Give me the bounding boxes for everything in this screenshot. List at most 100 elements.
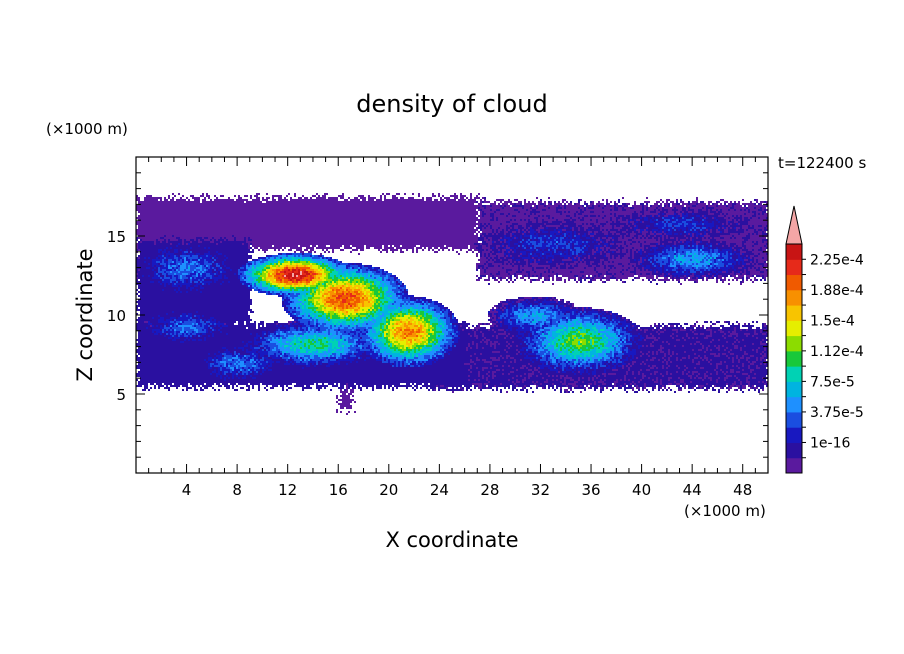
density-cell — [332, 199, 334, 201]
density-cell — [228, 225, 230, 227]
density-cell — [594, 227, 596, 229]
density-cell — [364, 197, 366, 199]
density-cell — [138, 207, 140, 209]
density-cell — [638, 209, 640, 211]
density-cell — [160, 199, 162, 201]
density-cell — [462, 225, 464, 227]
density-cell — [174, 203, 176, 205]
density-cell — [330, 215, 332, 217]
density-cell — [692, 209, 694, 211]
density-cell — [524, 221, 526, 223]
density-cell — [504, 229, 506, 231]
density-cell — [216, 225, 218, 227]
density-cell — [652, 225, 654, 227]
density-cell — [756, 205, 758, 207]
density-cell — [312, 215, 314, 217]
density-cell — [182, 217, 184, 219]
density-cell — [632, 225, 634, 227]
density-cell — [244, 231, 246, 233]
density-cell — [600, 209, 602, 211]
density-cell — [542, 229, 544, 231]
density-cell — [482, 223, 484, 225]
density-cell — [350, 205, 352, 207]
density-cell — [400, 225, 402, 227]
density-cell — [454, 197, 456, 199]
density-cell — [218, 217, 220, 219]
density-cell — [630, 215, 632, 217]
density-cell — [202, 195, 204, 197]
density-cell — [576, 209, 578, 211]
density-cell — [182, 199, 184, 201]
density-cell — [268, 217, 270, 219]
density-cell — [444, 203, 446, 205]
density-cell — [428, 225, 430, 227]
density-cell — [588, 205, 590, 207]
density-cell — [436, 205, 438, 207]
density-cell — [412, 211, 414, 213]
density-cell — [642, 229, 644, 231]
density-cell — [166, 215, 168, 217]
density-cell — [708, 219, 710, 221]
density-cell — [390, 223, 392, 225]
density-cell — [446, 201, 448, 203]
density-cell — [382, 203, 384, 205]
density-cell — [344, 205, 346, 207]
density-cell — [388, 203, 390, 205]
density-cell — [236, 231, 238, 233]
density-cell — [196, 201, 198, 203]
density-cell — [758, 211, 760, 213]
density-cell — [304, 213, 306, 215]
density-cell — [712, 207, 714, 209]
density-cell — [522, 221, 524, 223]
density-cell — [466, 211, 468, 213]
density-cell — [638, 215, 640, 217]
density-cell — [602, 225, 604, 227]
density-cell — [398, 209, 400, 211]
density-cell — [630, 207, 632, 209]
density-cell — [192, 229, 194, 231]
density-cell — [138, 197, 140, 199]
density-cell — [506, 213, 508, 215]
density-cell — [330, 223, 332, 225]
density-cell — [294, 193, 296, 195]
density-cell — [214, 205, 216, 207]
density-cell — [632, 229, 634, 231]
density-cell — [660, 217, 662, 219]
density-cell — [642, 221, 644, 223]
density-cell — [748, 221, 750, 223]
density-cell — [610, 223, 612, 225]
density-cell — [402, 199, 404, 201]
density-cell — [320, 223, 322, 225]
density-cell — [604, 225, 606, 227]
density-cell — [314, 219, 316, 221]
density-cell — [374, 221, 376, 223]
density-cell — [276, 217, 278, 219]
density-cell — [740, 209, 742, 211]
density-cell — [508, 211, 510, 213]
density-cell — [622, 221, 624, 223]
density-cell — [662, 225, 664, 227]
density-cell — [520, 223, 522, 225]
density-cell — [752, 203, 754, 205]
density-cell — [298, 219, 300, 221]
density-cell — [394, 201, 396, 203]
density-cell — [312, 199, 314, 201]
density-cell — [140, 207, 142, 209]
density-cell — [466, 221, 468, 223]
density-cell — [418, 227, 420, 229]
density-cell — [502, 203, 504, 205]
density-cell — [688, 207, 690, 209]
density-cell — [392, 197, 394, 199]
density-cell — [152, 221, 154, 223]
density-cell — [442, 209, 444, 211]
density-cell — [194, 203, 196, 205]
density-cell — [472, 203, 474, 205]
density-cell — [450, 225, 452, 227]
density-cell — [366, 207, 368, 209]
density-cell — [190, 229, 192, 231]
density-cell — [584, 203, 586, 205]
density-cell — [342, 229, 344, 231]
density-cell — [456, 215, 458, 217]
density-cell — [490, 209, 492, 211]
density-cell — [528, 203, 530, 205]
